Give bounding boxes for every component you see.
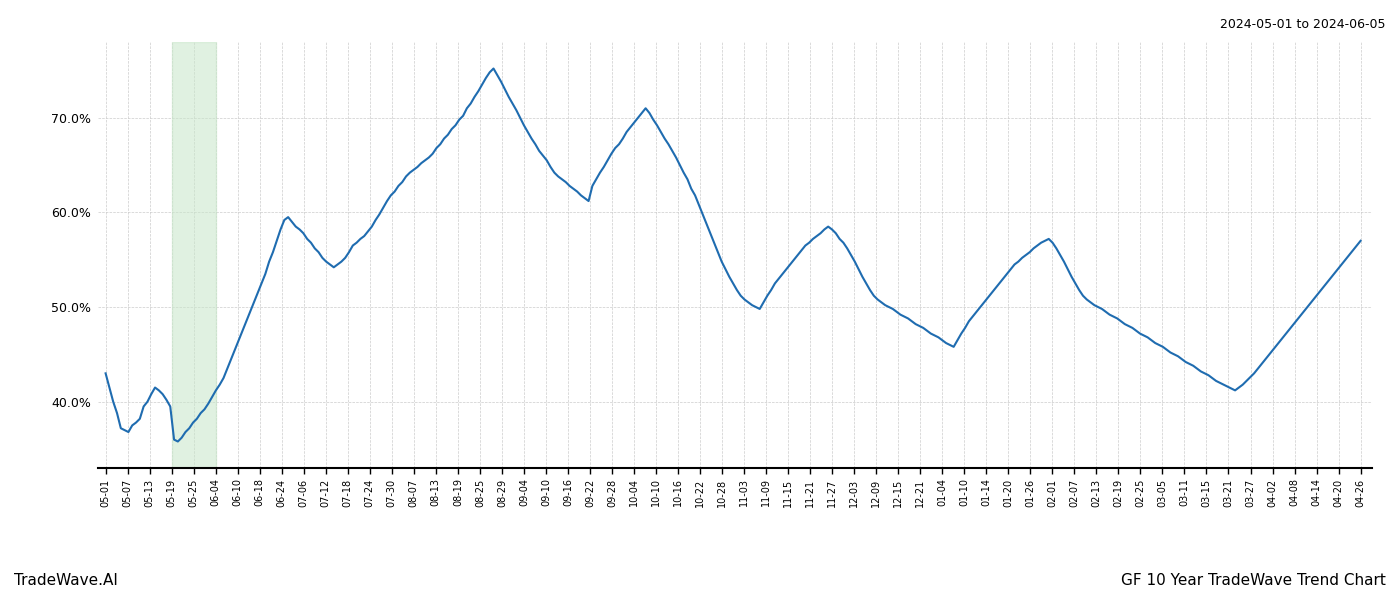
Bar [172,42,216,468]
Text: 2024-05-01 to 2024-06-05: 2024-05-01 to 2024-06-05 [1221,18,1386,31]
Text: TradeWave.AI: TradeWave.AI [14,573,118,588]
Text: GF 10 Year TradeWave Trend Chart: GF 10 Year TradeWave Trend Chart [1121,573,1386,588]
